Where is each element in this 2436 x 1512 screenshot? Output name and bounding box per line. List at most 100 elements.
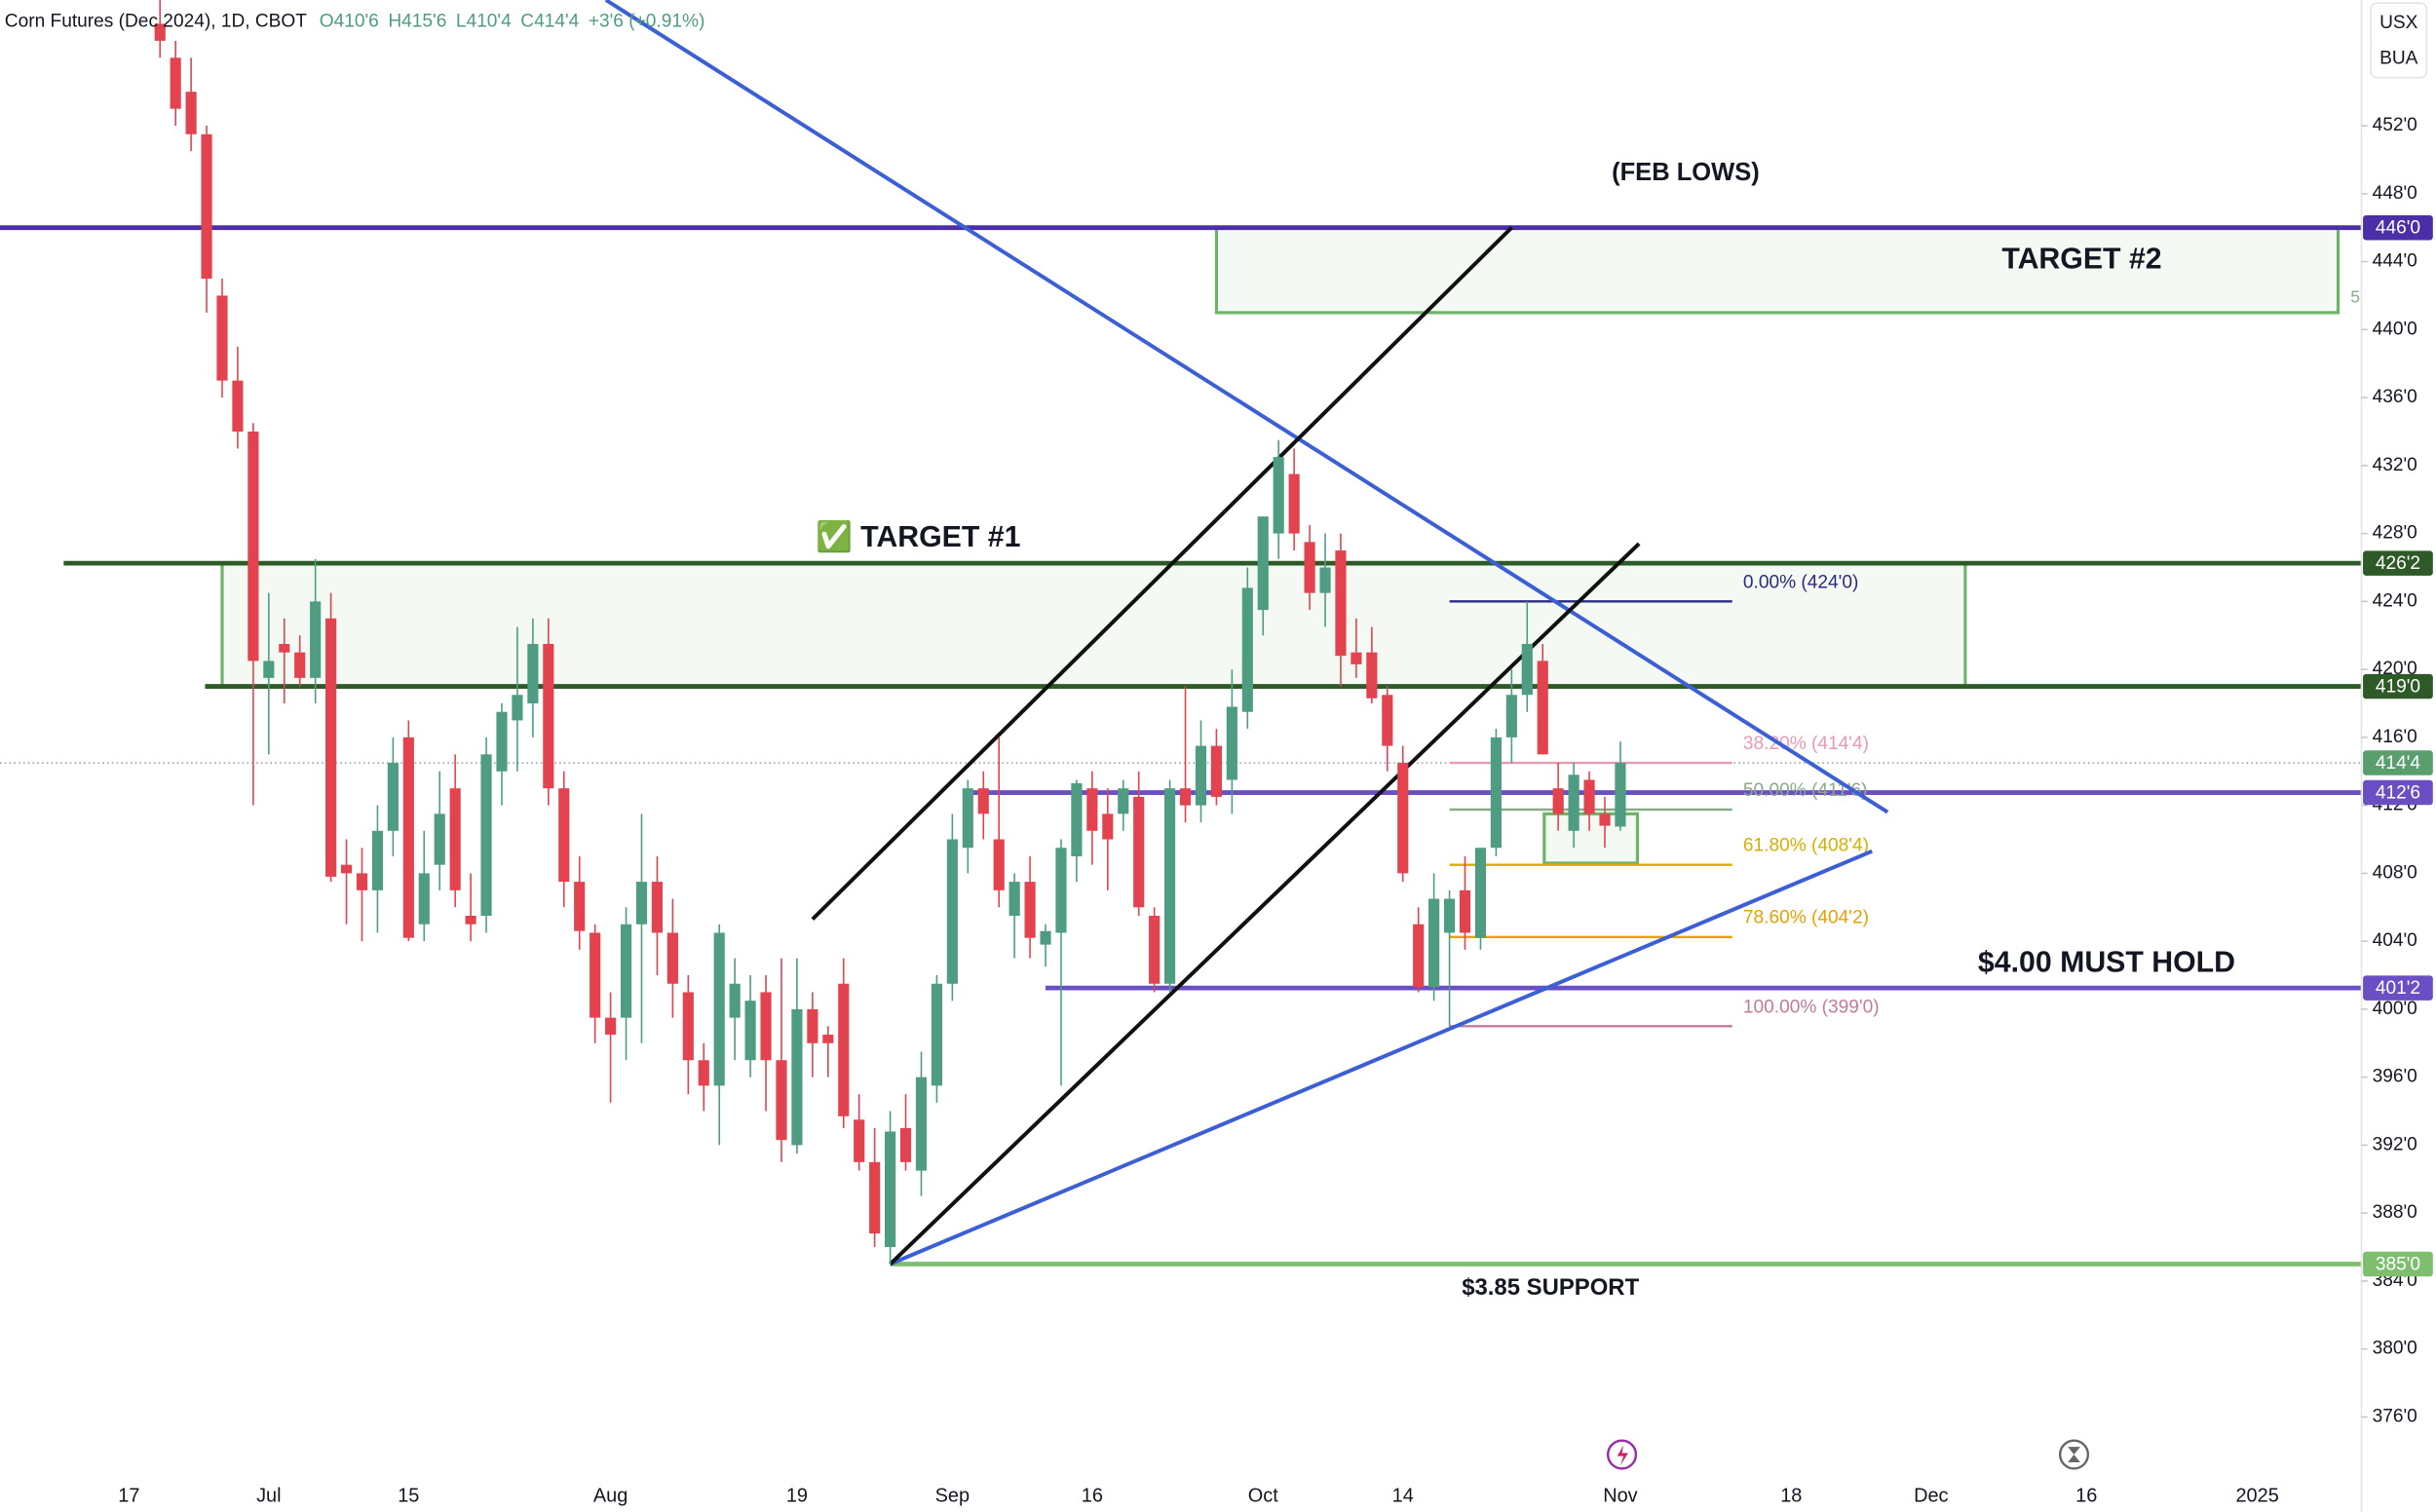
price-level-label: 401'2 bbox=[2376, 978, 2420, 999]
candle-body bbox=[1071, 782, 1083, 856]
candle-body bbox=[1428, 898, 1440, 988]
annotation: $3.85 SUPPORT bbox=[1462, 1274, 1639, 1301]
event-icon-glyph bbox=[1617, 1445, 1628, 1466]
fib-label: 0.00% (424'0) bbox=[1743, 572, 1858, 592]
candle-body bbox=[962, 788, 973, 849]
y-tick-label: 400'0 bbox=[2373, 999, 2417, 1019]
header: Corn Futures (Dec 2024), 1D, CBOT O410'6 H… bbox=[5, 11, 705, 31]
candle-body bbox=[1615, 763, 1626, 827]
candle-body bbox=[822, 1035, 834, 1043]
close-value: C414'4 bbox=[520, 11, 579, 31]
candle-body bbox=[170, 57, 181, 109]
price-axis: 376'0380'0384'0388'0392'0396'0400'0404'0… bbox=[2361, 115, 2433, 1427]
x-tick-label: 2025 bbox=[2235, 1485, 2278, 1506]
y-tick-label: 424'0 bbox=[2373, 590, 2417, 611]
trend-line bbox=[811, 226, 1513, 921]
y-tick-label: 436'0 bbox=[2373, 387, 2417, 407]
candle-body bbox=[1474, 848, 1487, 938]
x-tick-label: Dec bbox=[1914, 1485, 1948, 1506]
x-tick-label: 16 bbox=[2075, 1485, 2097, 1506]
target-zone bbox=[220, 561, 1967, 689]
price-level-label: 414'4 bbox=[2376, 753, 2421, 774]
unit-label: BUA bbox=[2379, 49, 2418, 69]
candle-body bbox=[1210, 745, 1222, 797]
trend-line bbox=[889, 849, 1874, 1266]
y-tick-label: 392'0 bbox=[2373, 1134, 2417, 1154]
price-level-tag bbox=[2363, 1251, 2433, 1277]
x-tick-label: Nov bbox=[1603, 1485, 1637, 1506]
candle-body bbox=[340, 864, 353, 874]
candle-body bbox=[1118, 788, 1129, 814]
candle-body bbox=[1241, 587, 1253, 712]
candle-body bbox=[1304, 542, 1315, 593]
candle-body bbox=[1133, 796, 1145, 908]
y-tick-label: 376'0 bbox=[2373, 1407, 2417, 1427]
candle-body bbox=[1195, 745, 1207, 806]
high-value: H415'6 bbox=[388, 11, 446, 31]
fib-label: 61.80% (408'4) bbox=[1743, 836, 1869, 856]
candle-body bbox=[1382, 695, 1393, 746]
candle-body bbox=[480, 754, 492, 916]
x-tick-label: Oct bbox=[1248, 1485, 1278, 1506]
candle-body bbox=[838, 983, 850, 1116]
price-level-tag bbox=[2363, 750, 2433, 775]
candle-body bbox=[605, 1017, 617, 1036]
candle-body bbox=[543, 643, 554, 789]
candle-body bbox=[449, 788, 461, 890]
plot-area: 0.00% (424'0) 38.20% (414'4) 50.00% (411'6… bbox=[0, 0, 2362, 1266]
x-tick-label: Jul bbox=[256, 1485, 281, 1506]
annotation: (FEB LOWS) bbox=[1612, 159, 1760, 186]
candle-body bbox=[247, 431, 259, 662]
candle-body bbox=[496, 711, 508, 772]
candle-body bbox=[698, 1060, 709, 1086]
candle-body bbox=[1163, 788, 1176, 984]
candle-body bbox=[1490, 737, 1502, 849]
open-value: O410'6 bbox=[320, 11, 379, 31]
y-tick-label: 448'0 bbox=[2373, 183, 2417, 204]
candle-body bbox=[931, 983, 942, 1086]
x-tick-label: 14 bbox=[1392, 1485, 1414, 1506]
candle-body bbox=[1335, 550, 1347, 657]
candle-body bbox=[1226, 706, 1237, 780]
fib-label: 50.00% (411'6) bbox=[1743, 780, 1868, 801]
candle-body bbox=[869, 1161, 881, 1234]
candle-body bbox=[977, 788, 989, 814]
candle-body bbox=[854, 1119, 865, 1162]
candle-body bbox=[1599, 813, 1611, 826]
candle-body bbox=[1179, 788, 1192, 806]
price-level-label: 385'0 bbox=[2376, 1254, 2420, 1274]
candle-body bbox=[1024, 882, 1036, 938]
price-level-tag bbox=[2363, 550, 2433, 576]
y-tick-label: 416'0 bbox=[2373, 727, 2417, 747]
candle-body bbox=[512, 695, 523, 721]
candle-body bbox=[1086, 788, 1098, 831]
candle-body bbox=[1552, 788, 1564, 814]
candle-body bbox=[1568, 775, 1580, 831]
unit-box[interactable] bbox=[2370, 2, 2428, 79]
candle-body bbox=[1040, 930, 1051, 945]
y-tick-label: 428'0 bbox=[2373, 523, 2417, 544]
candle-body bbox=[371, 830, 384, 890]
candle-body bbox=[232, 380, 244, 432]
candle-body bbox=[791, 1008, 803, 1146]
x-tick-label: 19 bbox=[786, 1485, 808, 1506]
candle-body bbox=[418, 873, 430, 925]
candle-body bbox=[993, 839, 1005, 890]
y-tick-label: 388'0 bbox=[2373, 1202, 2417, 1223]
candle-body bbox=[1413, 924, 1425, 988]
annotation: ✅ TARGET #1 bbox=[816, 519, 1020, 553]
x-tick-label: 17 bbox=[118, 1485, 139, 1506]
event-icon[interactable] bbox=[2058, 1439, 2090, 1470]
candle-body bbox=[1273, 457, 1284, 534]
candle-body bbox=[899, 1127, 912, 1162]
y-tick-label: 396'0 bbox=[2373, 1067, 2417, 1087]
candle-body bbox=[744, 1001, 756, 1061]
price-level-label: 412'6 bbox=[2376, 782, 2420, 803]
candle-body bbox=[807, 1008, 818, 1043]
price-level-label: 426'2 bbox=[2376, 553, 2420, 574]
zone-label: 5 bbox=[2350, 287, 2360, 307]
candle-body bbox=[1009, 882, 1020, 916]
price-level-tag bbox=[2363, 673, 2433, 699]
candle-body bbox=[885, 1131, 896, 1248]
